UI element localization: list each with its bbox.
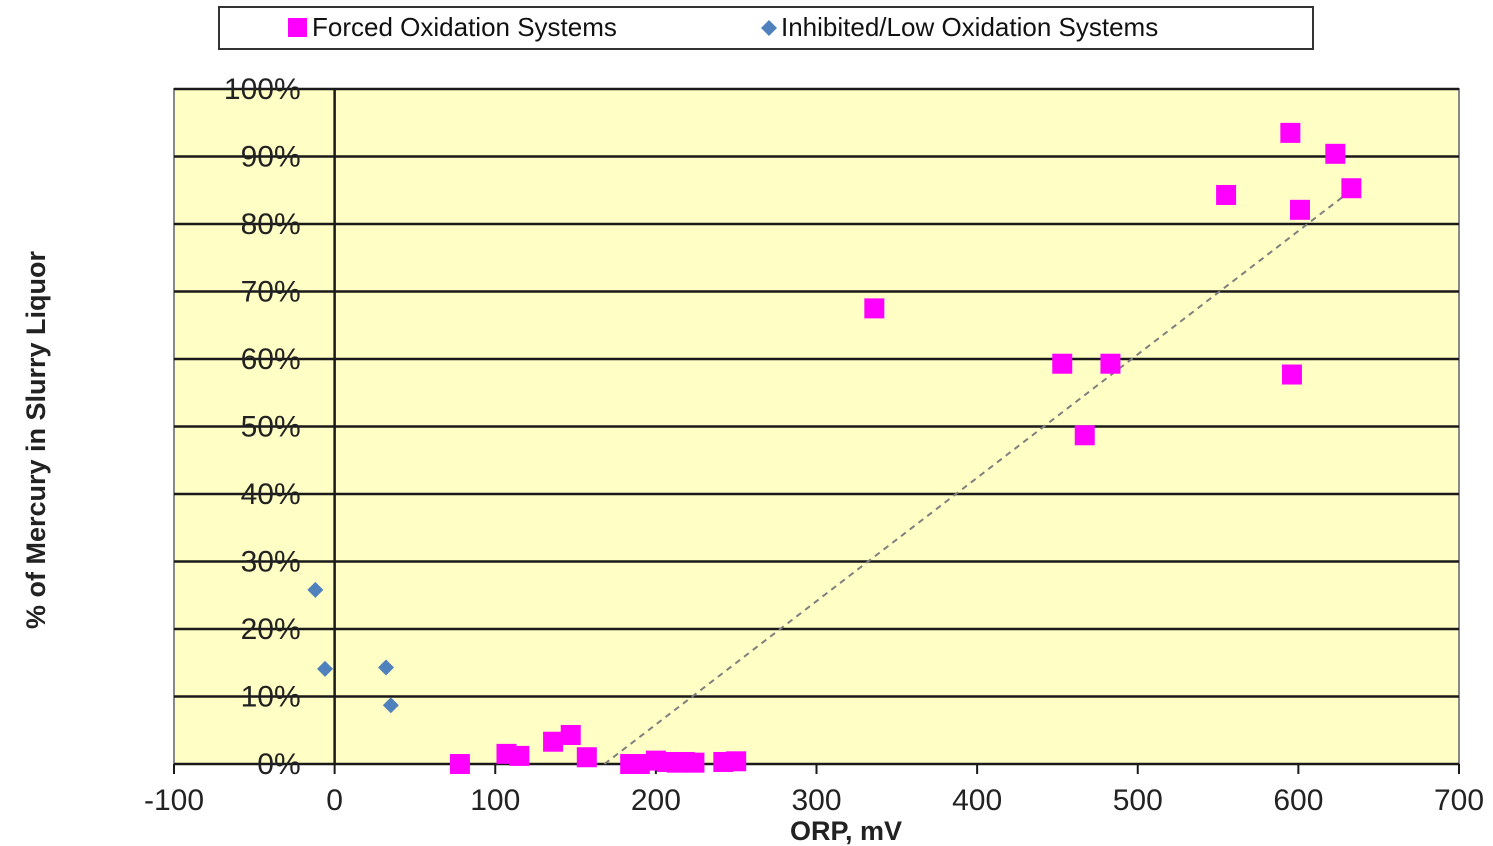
- data-point-forced-oxidation: [1052, 353, 1073, 374]
- y-tick-label: 90%: [241, 141, 301, 174]
- data-point-forced-oxidation: [726, 751, 747, 772]
- legend-label-forced-oxidation: Forced Oxidation Systems: [312, 12, 617, 42]
- data-point-forced-oxidation: [509, 745, 530, 766]
- x-tick-label: -100: [144, 784, 204, 817]
- legend-box: [218, 6, 1314, 50]
- data-point-inhibited-oxidation: [378, 659, 395, 676]
- x-axis-title: ORP, mV: [790, 816, 902, 846]
- data-point-inhibited-oxidation: [316, 660, 333, 677]
- gridlines: [174, 87, 1459, 698]
- x-tick-label: 400: [952, 784, 1002, 817]
- legend: Forced Oxidation Systems Inhibited/Low O…: [218, 6, 1314, 50]
- data-point-forced-oxidation: [864, 298, 885, 319]
- x-tick-label: 600: [1273, 784, 1323, 817]
- data-point-forced-oxidation: [543, 731, 564, 752]
- y-tick-label: 0%: [257, 748, 300, 781]
- data-point-forced-oxidation: [1216, 184, 1237, 205]
- data-point-forced-oxidation: [1074, 425, 1095, 446]
- trendline-group: [603, 189, 1352, 765]
- data-point-forced-oxidation: [629, 754, 650, 774]
- y-tick-label: 50%: [241, 411, 301, 444]
- y-tick-label: 20%: [241, 613, 301, 646]
- y-tick-label: 70%: [241, 276, 301, 309]
- data-point-forced-oxidation: [1289, 199, 1310, 220]
- y-axis-title: % of Mercury in Slurry Liquor: [21, 250, 51, 629]
- legend-marker-inhibited-oxidation: [761, 20, 777, 36]
- x-tick-label: 300: [791, 784, 841, 817]
- legend-label-inhibited-oxidation: Inhibited/Low Oxidation Systems: [781, 12, 1158, 42]
- legend-marker-forced-oxidation: [288, 18, 307, 37]
- y-tick-label: 80%: [241, 208, 301, 241]
- x-tick-label: 100: [470, 784, 520, 817]
- axes: [173, 88, 1460, 774]
- data-point-forced-oxidation: [1100, 353, 1121, 374]
- trendline: [603, 189, 1352, 765]
- data-point-forced-oxidation: [684, 752, 705, 773]
- y-tick-label: 30%: [241, 546, 301, 579]
- data-point-forced-oxidation: [449, 754, 470, 774]
- y-tick-label: 40%: [241, 478, 301, 511]
- data-point-inhibited-oxidation: [307, 581, 324, 598]
- data-point-forced-oxidation: [1341, 178, 1362, 199]
- data-points: [307, 122, 1362, 774]
- x-tick-label: 500: [1113, 784, 1163, 817]
- data-point-inhibited-oxidation: [382, 697, 399, 714]
- data-point-forced-oxidation: [576, 747, 597, 768]
- data-point-forced-oxidation: [560, 724, 581, 745]
- tick-labels: 0% 10% 20% 30% 40% 50% 60% 70% 80% 90% 100% -100 0 10…: [144, 73, 1484, 817]
- data-point-forced-oxidation: [1280, 122, 1301, 143]
- data-point-forced-oxidation: [1325, 143, 1346, 164]
- y-tick-label: 60%: [241, 343, 301, 376]
- y-tick-label: 10%: [241, 681, 301, 714]
- y-tick-label: 100%: [224, 73, 301, 106]
- data-point-forced-oxidation: [1281, 364, 1302, 385]
- x-tick-label: 0: [326, 784, 343, 817]
- x-tick-label: 200: [631, 784, 681, 817]
- x-tick-label: 700: [1434, 784, 1484, 817]
